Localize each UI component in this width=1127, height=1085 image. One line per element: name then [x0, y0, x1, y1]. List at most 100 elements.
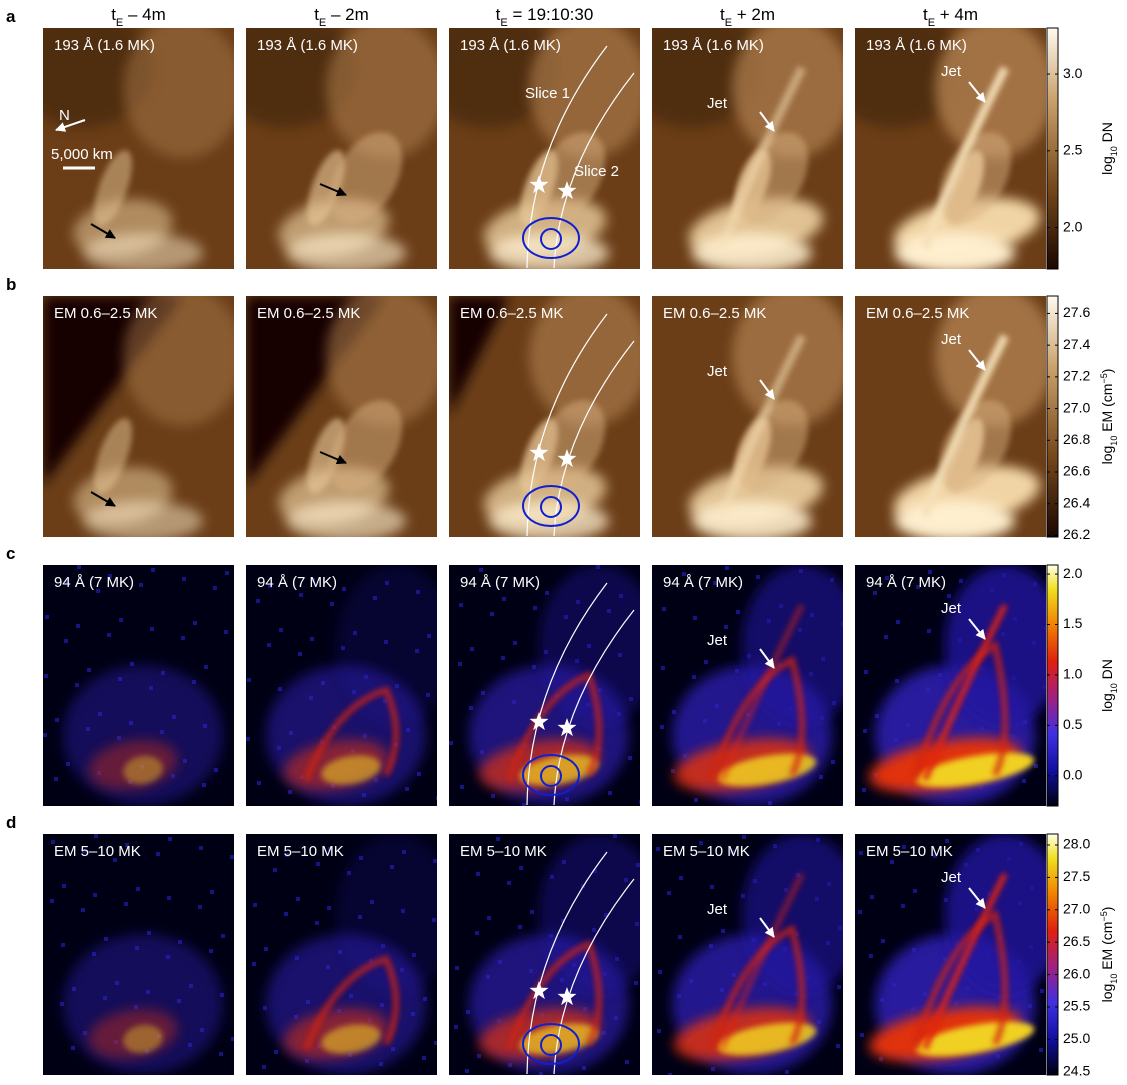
noise — [45, 615, 49, 619]
noise — [77, 565, 81, 569]
label-main: log — [1099, 984, 1115, 1003]
noise — [257, 781, 261, 785]
noise — [256, 599, 260, 603]
image — [652, 565, 862, 808]
title-rest: – 4m — [123, 5, 166, 24]
noise — [496, 837, 500, 841]
image — [449, 286, 649, 541]
noise — [124, 902, 128, 906]
noise — [299, 593, 303, 597]
colorbar — [1047, 834, 1058, 1075]
noise — [860, 1033, 864, 1037]
noise — [54, 777, 58, 781]
noise — [288, 790, 292, 794]
jet-label: Jet — [941, 63, 962, 80]
noise — [231, 1037, 235, 1041]
image — [652, 834, 862, 1077]
noise — [896, 620, 900, 624]
noise — [693, 616, 697, 620]
image-panel: 94 Å (7 MK) — [449, 565, 659, 807]
label-end: ) — [1099, 907, 1115, 912]
noise — [501, 656, 505, 660]
label-main: log — [1099, 693, 1115, 712]
noise — [405, 787, 409, 791]
title-rest: + 4m — [935, 5, 978, 24]
title-sub: E — [928, 17, 935, 29]
column-title: tE – 2m — [314, 5, 369, 29]
colorbar-tick-label: 26.4 — [1063, 494, 1090, 510]
noise — [71, 1046, 75, 1050]
noise — [202, 783, 206, 787]
panel-text: 193 Å (1.6 MK) — [257, 37, 358, 54]
noise — [94, 834, 98, 838]
label-sub: 10 — [1109, 683, 1119, 693]
noise — [836, 1044, 840, 1048]
noise — [657, 1029, 661, 1033]
colorbar-label: log10 EM (cm−5) — [1099, 369, 1119, 465]
colorbar-tick-label: 2.0 — [1063, 565, 1083, 581]
jet-label: Jet — [941, 869, 962, 886]
colorbar-tick-label: 27.0 — [1063, 901, 1090, 917]
image-panel: 193 Å (1.6 MK)Jet — [622, 8, 852, 273]
noise — [639, 800, 643, 804]
noise — [454, 1025, 458, 1029]
colorbar-tick-label: 25.5 — [1063, 998, 1090, 1014]
noise — [863, 729, 867, 733]
panel-text: 94 Å (7 MK) — [663, 574, 743, 591]
noise — [279, 628, 283, 632]
jet-label: Jet — [941, 331, 962, 348]
noise — [475, 931, 479, 935]
image — [855, 286, 1055, 541]
panel-text: 94 Å (7 MK) — [257, 574, 337, 591]
noise — [661, 666, 665, 670]
noise — [253, 903, 257, 907]
panel-text: 94 Å (7 MK) — [54, 574, 134, 591]
noise — [278, 687, 282, 691]
noise — [959, 579, 963, 583]
noise — [107, 633, 111, 637]
noise — [694, 798, 698, 802]
noise — [692, 675, 696, 679]
colorbar-tick-label: 27.6 — [1063, 304, 1090, 320]
noise — [151, 568, 155, 572]
label-main: log — [1099, 446, 1115, 465]
noise — [81, 908, 85, 912]
feature — [286, 501, 406, 541]
noise — [662, 607, 666, 611]
colorbar-tick-label: 26.0 — [1063, 965, 1090, 981]
image-panel: EM 0.6–2.5 MKJet — [855, 286, 1055, 541]
slice-label: Slice 1 — [525, 85, 570, 102]
panel-text: EM 5–10 MK — [54, 843, 141, 860]
feature — [83, 233, 203, 273]
noise — [502, 597, 506, 601]
noise — [44, 674, 48, 678]
label-rest: EM (cm — [1099, 384, 1115, 436]
noise — [785, 1070, 789, 1074]
image-panel: EM 0.6–2.5 MK — [246, 286, 446, 541]
noise — [628, 756, 632, 760]
row-label: b — [6, 275, 16, 294]
noise — [679, 876, 683, 880]
feature — [692, 233, 812, 273]
noise — [831, 760, 835, 764]
noise — [756, 575, 760, 579]
noise — [711, 1067, 715, 1071]
panel-text: 94 Å (7 MK) — [866, 574, 946, 591]
noise — [656, 847, 660, 851]
panel-text: EM 0.6–2.5 MK — [257, 305, 360, 322]
colorbar-tick-label: 26.2 — [1063, 526, 1090, 542]
noise — [678, 935, 682, 939]
panel-text: EM 5–10 MK — [257, 843, 344, 860]
noise — [742, 835, 746, 839]
noise — [284, 912, 288, 916]
noise — [267, 643, 271, 647]
noise — [530, 910, 534, 914]
colorbar-tick-label: 2.0 — [1063, 218, 1083, 234]
label-main: log — [1099, 156, 1115, 175]
noise — [634, 981, 638, 985]
noise — [869, 954, 873, 958]
noise — [76, 624, 80, 628]
label-rest: DN — [1099, 122, 1115, 146]
noise — [487, 916, 491, 920]
